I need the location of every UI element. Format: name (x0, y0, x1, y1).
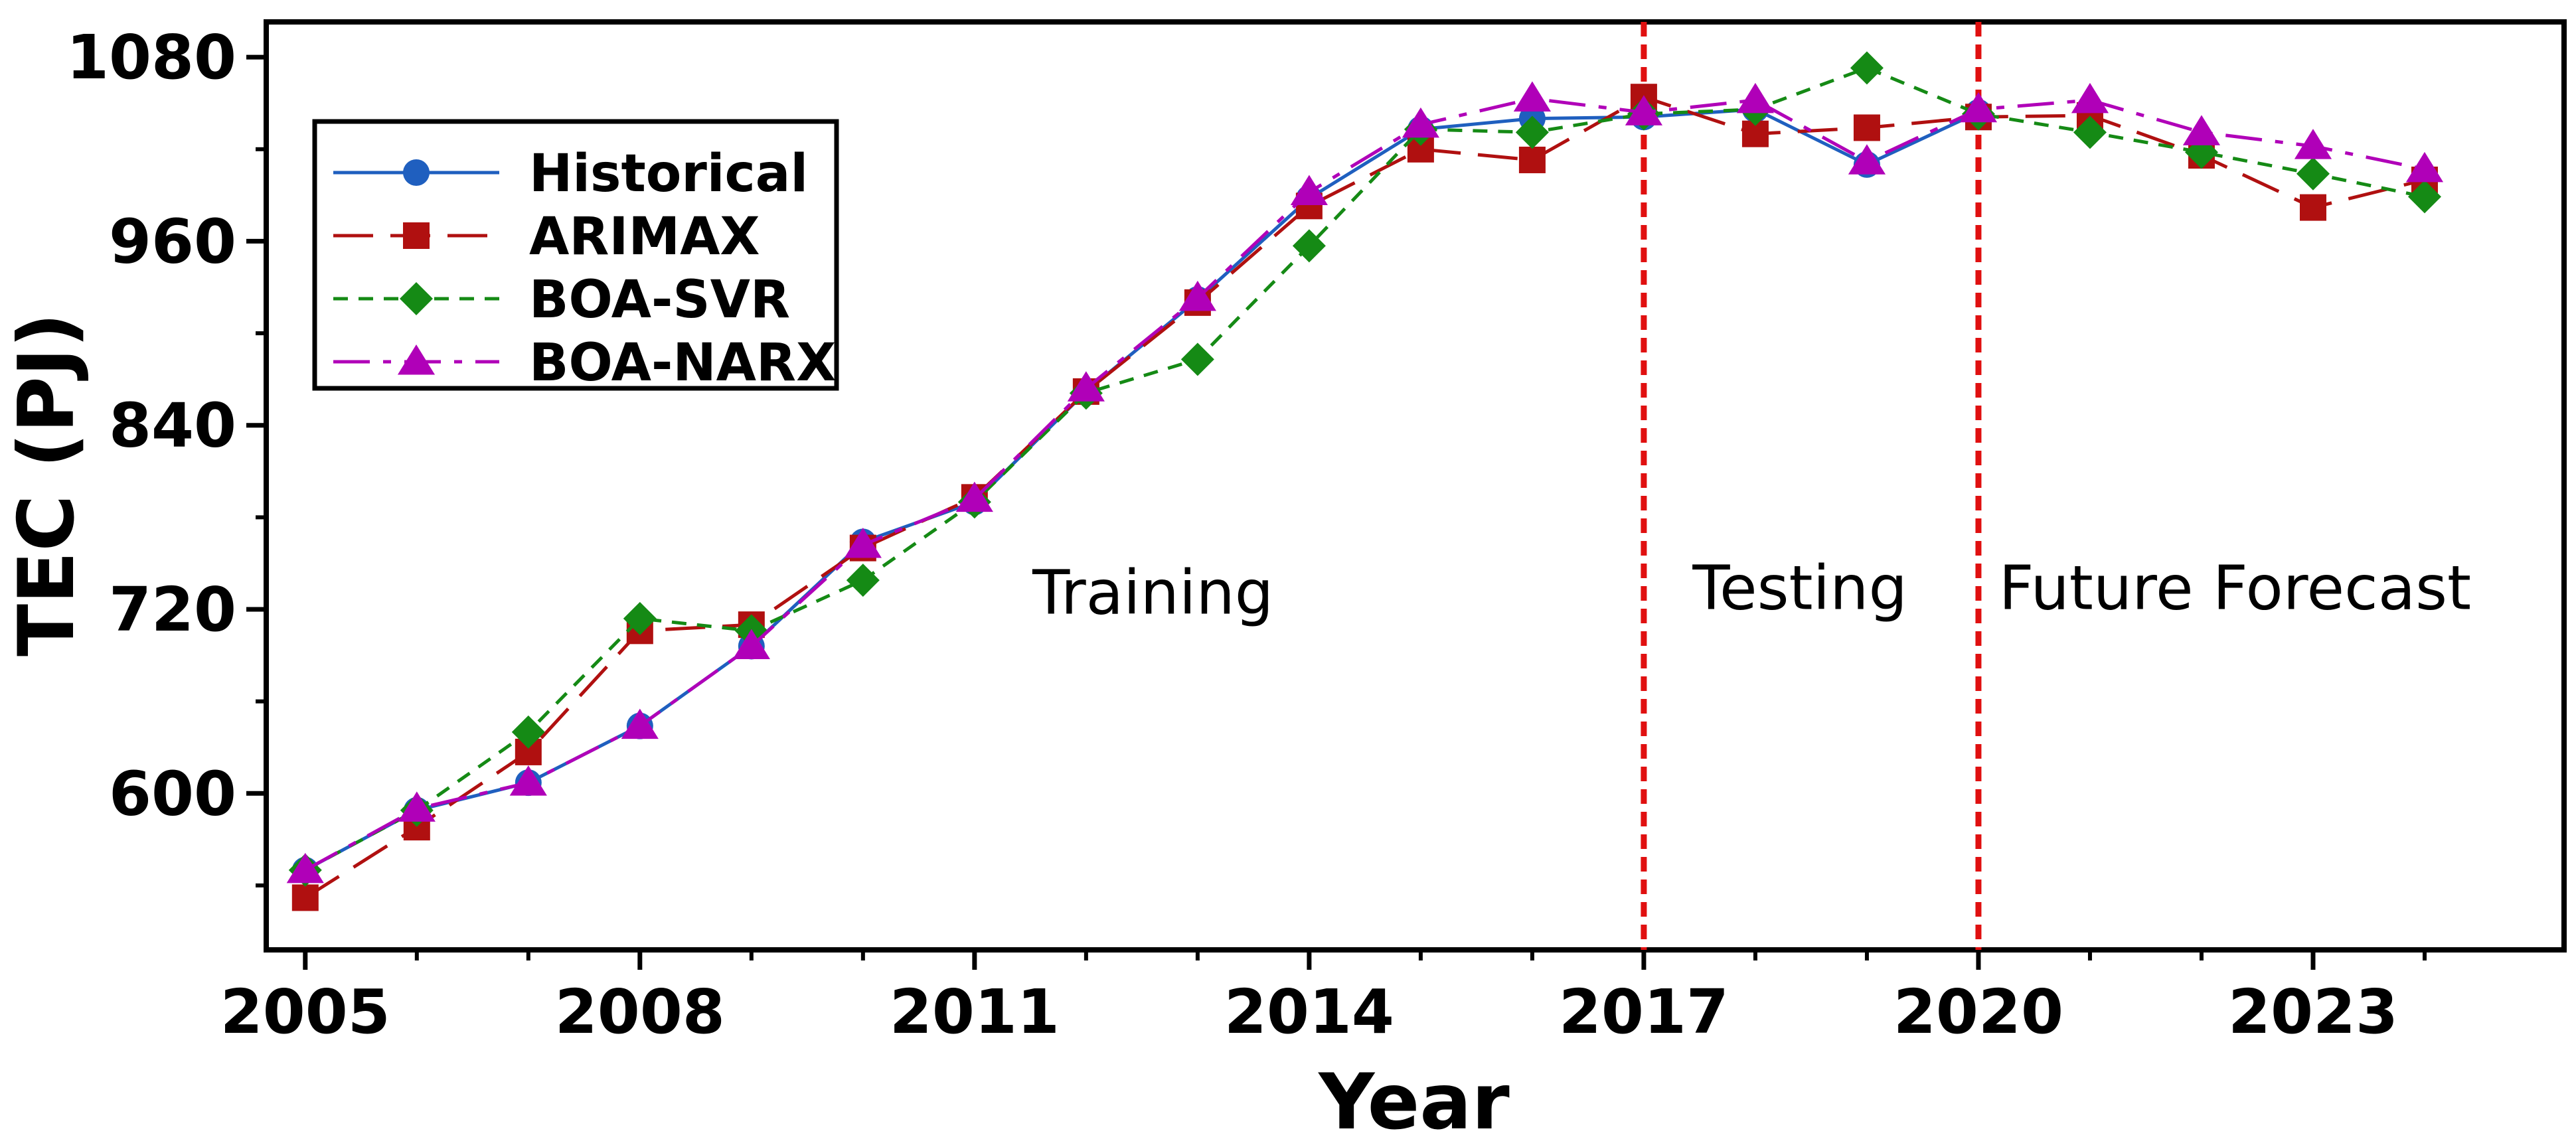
legend-marker-arimax (403, 222, 430, 249)
data-point-boa-svr-2008 (623, 601, 657, 635)
data-point-boa-narx-2024 (2405, 151, 2444, 183)
data-point-boa-narx-2007 (509, 765, 547, 796)
series-line-boa-svr (304, 66, 2425, 872)
x-tick-label-2014: 2014 (1224, 976, 1394, 1047)
data-point-boa-narx-2020 (1959, 92, 1998, 123)
plot-area-frame (264, 19, 2567, 953)
data-point-boa-narx-2013 (1178, 280, 1216, 311)
region-label-training: Training (1032, 558, 1273, 629)
legend-label-arimax: ARIMAX (529, 207, 760, 267)
x-tick-label-2017: 2017 (1559, 976, 1729, 1047)
data-point-arimax-2016 (1518, 146, 1546, 173)
y-tick-label-1080: 1080 (66, 22, 236, 93)
legend-label-boa-narx: BOA-NARX (529, 333, 836, 393)
x-tick-label-2023: 2023 (2228, 976, 2398, 1047)
x-tick-label-2005: 2005 (220, 976, 390, 1047)
series-line-boa-narx (304, 97, 2425, 872)
data-point-boa-narx-2010 (844, 527, 882, 558)
data-point-boa-narx-2016 (1513, 81, 1551, 112)
annotations-layer: Training Testing Future Forecast (1032, 553, 2471, 629)
legend-label-historical: Historical (529, 144, 808, 204)
data-point-boa-svr-2007 (511, 715, 545, 749)
x-tick-label-2020: 2020 (1893, 976, 2063, 1047)
data-point-boa-svr-2013 (1180, 343, 1214, 376)
y-tick-label-840: 840 (109, 390, 236, 461)
data-point-boa-narx-2019 (1848, 144, 1886, 175)
data-point-arimax-2005 (291, 884, 319, 911)
y-tick-label-960: 960 (109, 206, 236, 277)
data-point-boa-svr-2024 (2407, 180, 2441, 214)
data-point-boa-svr-2010 (846, 564, 880, 597)
legend-box (312, 119, 839, 391)
region-divider-lines (1641, 22, 1982, 950)
series-layer (286, 51, 2444, 911)
data-point-boa-narx-2022 (2182, 115, 2221, 145)
legend-marker-historical (403, 159, 430, 186)
data-point-boa-narx-2006 (398, 791, 436, 822)
region-label-future-forecast: Future Forecast (1999, 553, 2472, 624)
legend-label-boa-svr: BOA-SVR (529, 270, 790, 330)
data-point-boa-svr-2014 (1292, 229, 1326, 263)
data-point-boa-svr-2023 (2296, 157, 2330, 191)
y-axis-title: TEC (PJ) (2, 313, 92, 656)
data-point-boa-narx-2023 (2294, 129, 2332, 159)
x-tick-label-2011: 2011 (890, 976, 1060, 1047)
legend-marker-boa-svr (400, 282, 433, 315)
data-point-boa-narx-2021 (2071, 82, 2109, 114)
data-point-boa-narx-2015 (1402, 107, 1439, 138)
data-point-boa-narx-2009 (732, 629, 770, 659)
y-tick-label-600: 600 (109, 758, 236, 829)
legend-marker-boa-narx (397, 344, 436, 375)
data-point-boa-narx-2012 (1067, 371, 1105, 402)
data-point-boa-narx-2005 (286, 852, 324, 883)
region-label-testing: Testing (1692, 553, 1907, 624)
data-point-boa-narx-2017 (1625, 95, 1662, 125)
data-point-arimax-2019 (1853, 114, 1880, 141)
data-point-boa-narx-2018 (1736, 82, 1775, 114)
data-point-boa-narx-2008 (621, 708, 659, 739)
x-axis-title: Year (1317, 1057, 1510, 1147)
axes-layer: 2005 2008 2011 2014 2017 2020 2023 600 720 840 960… (66, 22, 2427, 1047)
data-point-boa-svr-2021 (2073, 115, 2107, 149)
data-point-arimax-2023 (2299, 194, 2326, 221)
data-point-boa-narx-2011 (955, 481, 993, 512)
data-point-boa-svr-2019 (1850, 51, 1884, 85)
data-point-boa-narx-2014 (1290, 175, 1328, 205)
y-tick-label-720: 720 (109, 574, 236, 645)
series-boa-narx (286, 81, 2444, 883)
x-tick-label-2008: 2008 (555, 976, 725, 1047)
data-point-boa-svr-2016 (1515, 115, 1549, 149)
